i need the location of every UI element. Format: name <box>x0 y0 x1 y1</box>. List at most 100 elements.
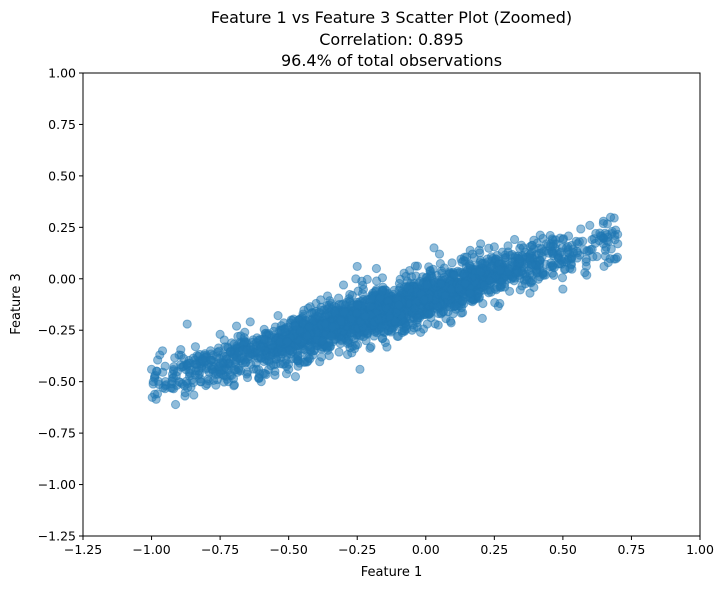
y-tick-label: −0.75 <box>38 426 76 441</box>
y-tick-label: −0.50 <box>38 374 76 389</box>
scatter-point <box>447 258 457 268</box>
scatter-point <box>515 285 525 295</box>
scatter-point <box>245 317 255 327</box>
scatter-point <box>410 303 420 313</box>
scatter-point <box>415 276 425 287</box>
scatter-point <box>315 357 325 367</box>
scatter-point <box>401 282 411 292</box>
scatter-point <box>336 334 347 344</box>
scatter-point <box>603 232 613 242</box>
scatter-point <box>413 313 423 323</box>
scatter-point <box>330 307 340 317</box>
y-axis-ticks: 1.00 0.75 0.50 0.25 0.00 −0.25 −0.50 −0.75 −1.00… <box>38 66 83 544</box>
scatter-point <box>373 314 384 324</box>
scatter-point <box>576 224 586 234</box>
scatter-point <box>535 230 545 240</box>
scatter-point <box>526 278 536 288</box>
scatter-point <box>182 319 192 329</box>
x-tick-label: 0.75 <box>618 542 646 557</box>
scatter-point <box>525 268 535 279</box>
x-tick-label: −1.25 <box>64 542 102 557</box>
scatter-point <box>477 313 487 324</box>
scatter-point <box>225 346 236 357</box>
scatter-point <box>357 289 368 299</box>
scatter-point <box>191 366 201 376</box>
scatter-point <box>355 331 366 341</box>
scatter-point <box>231 321 242 331</box>
scatter-point <box>475 248 485 258</box>
scatter-point <box>259 334 269 344</box>
plot-frame <box>82 72 701 537</box>
scatter-point <box>353 300 363 310</box>
scatter-point <box>509 234 520 245</box>
scatter-point <box>300 345 310 355</box>
x-tick-label: −0.75 <box>201 542 239 557</box>
scatter-point <box>387 325 397 335</box>
scatter-point <box>371 263 382 274</box>
scatter-point <box>157 346 168 356</box>
scatter-point <box>336 316 346 326</box>
scatter-point <box>214 353 224 364</box>
x-tick-label: 1.00 <box>686 542 714 557</box>
scatter-point <box>346 314 357 324</box>
scatter-point <box>514 254 524 264</box>
scatter-point <box>180 391 190 401</box>
scatter-point <box>474 292 484 302</box>
scatter-point <box>381 303 391 313</box>
scatter-point <box>248 335 258 345</box>
scatter-point <box>490 298 500 308</box>
x-tick-label: −0.50 <box>270 542 308 557</box>
scatter-point <box>422 280 432 290</box>
scatter-point <box>395 274 405 284</box>
scatter-point <box>465 245 475 256</box>
scatter-point <box>557 243 568 253</box>
scatter-point <box>424 309 434 319</box>
y-tick-label: 1.00 <box>48 66 76 81</box>
scatter-point <box>598 218 608 229</box>
scatter-point <box>269 326 279 336</box>
scatter-point <box>437 268 447 278</box>
scatter-point <box>429 243 439 253</box>
scatter-point <box>489 242 499 252</box>
scatter-point <box>282 337 293 347</box>
scatter-point <box>585 220 595 230</box>
scatter-point <box>176 345 186 355</box>
scatter-point <box>211 380 221 390</box>
scatter-point <box>513 267 523 278</box>
scatter-point <box>558 284 568 294</box>
scatter-point <box>457 296 468 307</box>
scatter-point <box>290 372 301 382</box>
scatter-point <box>454 283 464 294</box>
scatter-point <box>344 294 354 304</box>
scatter-point <box>352 308 362 319</box>
scatter-point <box>441 314 451 324</box>
scatter-point <box>410 261 420 271</box>
scatter-point <box>179 353 189 364</box>
scatter-point <box>273 311 283 321</box>
scatter-point <box>492 250 502 261</box>
scatter-point <box>428 264 438 274</box>
scatter-point <box>206 355 216 365</box>
scatter-point <box>322 342 332 352</box>
scatter-point <box>448 270 459 280</box>
scatter-point <box>285 345 295 355</box>
y-tick-label: −1.00 <box>38 477 76 492</box>
scatter-point <box>435 259 445 269</box>
scatter-point <box>603 257 613 268</box>
scatter-point <box>158 383 168 393</box>
scatter-point <box>492 282 502 292</box>
scatter-point <box>430 319 440 329</box>
scatter-point <box>270 370 280 380</box>
x-tick-label: −1.00 <box>132 542 170 557</box>
scatter-point <box>516 240 526 250</box>
x-tick-label: 0.50 <box>549 542 577 557</box>
scatter-point <box>578 236 588 246</box>
scatter-point <box>582 270 592 280</box>
scatter-point <box>486 287 496 297</box>
scatter-point <box>358 280 368 290</box>
scatter-point <box>326 331 336 341</box>
scatter-point <box>495 265 505 275</box>
scatter-point <box>313 311 323 321</box>
scatter-point <box>291 354 301 364</box>
